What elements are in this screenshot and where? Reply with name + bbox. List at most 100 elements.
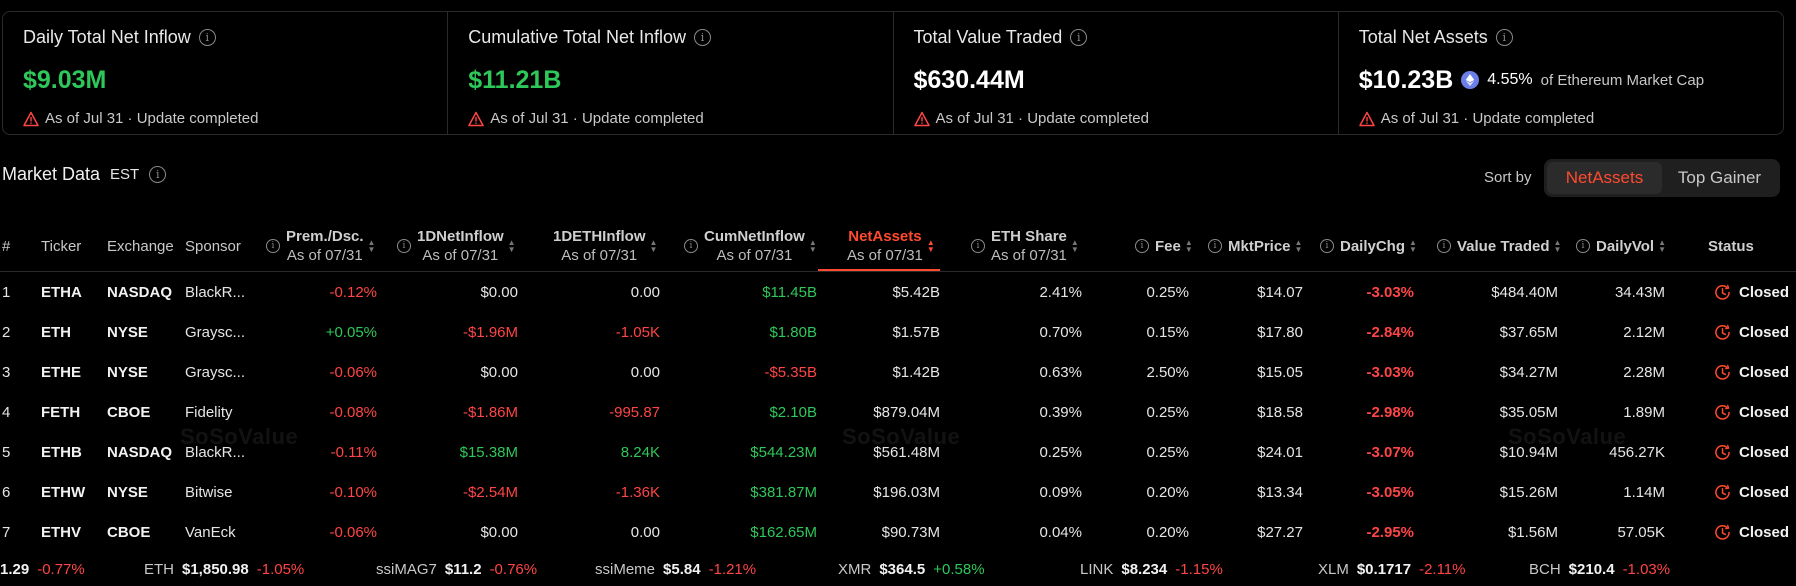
header-value-traded[interactable]: i Value Traded ▲ ▼ [1437, 222, 1561, 270]
cell-dailyvol: 456.27K [1609, 443, 1665, 461]
ticker-item[interactable]: ssiMeme $5.84 -1.21% [595, 558, 756, 580]
cell-exchange: NYSE [107, 323, 148, 341]
info-icon[interactable]: i [1495, 28, 1513, 46]
market-data-header: Market Data EST i [2, 164, 167, 185]
cell-ticker: ETHV [41, 523, 82, 541]
stat-card-daily-net-inflow: Daily Total Net Inflow i $9.03M As of Jul… [3, 12, 449, 134]
sort-arrows-icon[interactable]: ▲ ▼ [1409, 238, 1417, 254]
header-prem[interactable]: i Prem./Dsc. As of 07/31 ▲ ▼ [266, 222, 375, 270]
stat-card-total-net-assets: Total Net Assets i $10.23B 4.55% of Ether… [1339, 12, 1783, 134]
ticker-item[interactable]: BCH $210.4 -1.03% [1529, 558, 1670, 580]
cell-valuetraded: $37.65M [1499, 323, 1558, 341]
etf-table: # Ticker Exchange Sponsor i Prem./Dsc. As… [0, 222, 1796, 552]
ticker-item[interactable]: XLM $0.1717 -2.11% [1318, 558, 1466, 580]
header-ticker: Ticker [41, 237, 82, 255]
header-daily-chg[interactable]: i DailyChg ▲ ▼ [1320, 222, 1417, 270]
ticker-symbol: ETH [144, 560, 174, 578]
stat-card-total-value-traded: Total Value Traded i $630.44M As of Jul 3… [894, 12, 1339, 134]
sort-arrows-icon[interactable]: ▲ ▼ [1070, 238, 1079, 254]
cell-fee: 0.20% [1146, 483, 1189, 501]
info-icon[interactable]: i [971, 239, 985, 253]
info-icon[interactable]: i [1070, 28, 1088, 46]
ticker-change: -2.11% [1419, 560, 1466, 578]
sort-option-net-assets[interactable]: NetAssets [1547, 162, 1662, 194]
status-cell: Closed [1714, 472, 1796, 512]
cell-sponsor: BlackR... [185, 283, 246, 301]
cell-ethinflow: 0.00 [630, 283, 660, 301]
table-row[interactable]: 1 ETHA NASDAQ BlackR... -0.12% $0.00 0.00 $11.4… [0, 272, 1796, 312]
cell-mktprice: $17.80 [1257, 323, 1303, 341]
info-icon[interactable]: i [1208, 239, 1222, 253]
sort-arrows-icon[interactable]: ▲ ▼ [808, 238, 817, 254]
cell-prem: -0.08% [329, 403, 377, 421]
header-fee[interactable]: i Fee ▲ ▼ [1135, 222, 1193, 270]
info-icon[interactable]: i [1135, 239, 1149, 253]
header-eth-share[interactable]: i ETH Share As of 07/31 ▲ ▼ [971, 222, 1079, 270]
table-row[interactable]: 2 ETH NYSE Graysc... +0.05% -$1.96M -1.05K $1.8… [0, 312, 1796, 352]
status-cell: Closed [1714, 392, 1796, 432]
ticker-change: +0.58% [933, 560, 985, 578]
info-icon[interactable]: i [266, 239, 280, 253]
ticker-change: -0.77% [37, 560, 85, 578]
cell-ethinflow: 0.00 [630, 363, 660, 381]
info-icon[interactable]: i [1437, 239, 1451, 253]
table-row[interactable]: 4 FETH CBOE Fidelity -0.08% -$1.86M -995.87 $2.… [0, 392, 1796, 432]
cell-ticker: ETHB [41, 443, 82, 461]
table-row[interactable]: 3 ETHE NYSE Graysc... -0.06% $0.00 0.00 -$5.35B… [0, 352, 1796, 392]
cell-netassets: $90.73M [881, 523, 940, 541]
info-icon[interactable]: i [1576, 239, 1590, 253]
sort-arrows-icon[interactable]: ▲ ▼ [1294, 238, 1303, 254]
cell-netinflow: $0.00 [480, 283, 518, 301]
header-1d-net-inflow[interactable]: i 1DNetInflow As of 07/31 ▲ ▼ [397, 222, 516, 270]
market-data-title: Market Data [2, 164, 101, 184]
table-row[interactable]: 5 ETHB NASDAQ BlackR... -0.11% $15.38M 8.24K $5… [0, 432, 1796, 472]
ticker-item[interactable]: LINK $8.234 -1.15% [1080, 558, 1223, 580]
info-icon[interactable]: i [149, 166, 167, 183]
sort-arrows-icon[interactable]: ▲ ▼ [1658, 238, 1666, 254]
table-row[interactable]: 6 ETHW NYSE Bitwise -0.10% -$2.54M -1.36K $381.… [0, 472, 1796, 512]
cell-dailychg: -3.05% [1366, 483, 1414, 501]
header-cum-net-inflow[interactable]: i CumNetInflow As of 07/31 ▲ ▼ [684, 222, 817, 270]
ticker-item[interactable]: ssiMAG7 $11.2 -0.76% [376, 558, 537, 580]
cell-prem: -0.12% [329, 283, 377, 301]
info-icon[interactable]: i [684, 239, 698, 253]
cell-prem: -0.10% [329, 483, 377, 501]
info-icon[interactable]: i [198, 28, 216, 46]
sort-arrows-icon[interactable]: ▲ ▼ [649, 238, 658, 254]
cell-dailyvol: 57.05K [1617, 523, 1665, 541]
cell-valuetraded: $35.05M [1499, 403, 1558, 421]
sort-arrows-icon[interactable]: ▲ ▼ [507, 238, 516, 254]
sort-toggle: NetAssets Top Gainer [1544, 159, 1780, 197]
header-mkt-price[interactable]: i MktPrice ▲ ▼ [1208, 222, 1302, 270]
info-icon[interactable]: i [397, 239, 411, 253]
cell-ticker: ETHA [41, 283, 82, 301]
ticker-item[interactable]: ETH $1,850.98 -1.05% [144, 558, 304, 580]
header-status: Status [1708, 237, 1754, 255]
info-icon[interactable]: i [694, 28, 712, 46]
header-daily-vol[interactable]: i DailyVol ▲ ▼ [1576, 222, 1666, 270]
ticker-price: $210.4 [1568, 560, 1615, 578]
ticker-symbol: XMR [838, 560, 872, 578]
info-icon[interactable]: i [1320, 239, 1334, 253]
cell-valuetraded: $10.94M [1499, 443, 1558, 461]
cell-num: 6 [2, 483, 11, 501]
ticker-item[interactable]: XMR $364.5 +0.58% [838, 558, 985, 580]
table-row[interactable]: 7 ETHV CBOE VanEck -0.06% $0.00 0.00 $162.65M $9… [0, 512, 1796, 552]
cell-ticker: ETH [41, 323, 71, 341]
table-header: # Ticker Exchange Sponsor i Prem./Dsc. As… [0, 222, 1796, 272]
card-note: As of Jul 31 · Update completed [45, 110, 259, 127]
ticker-item[interactable]: 1.29 -0.77% [0, 558, 85, 580]
header-net-assets[interactable]: NetAssets As of 07/31 ▲ ▼ [847, 228, 935, 264]
sort-option-top-gainer[interactable]: Top Gainer [1677, 168, 1762, 187]
cell-netinflow: -$2.54M [462, 483, 518, 501]
sort-arrows-icon[interactable]: ▲ ▼ [1184, 238, 1193, 254]
card-note: As of Jul 31 · Update completed [935, 110, 1149, 127]
cell-mktprice: $14.07 [1257, 283, 1303, 301]
sort-arrows-icon[interactable]: ▲ ▼ [1553, 238, 1562, 254]
card-value: $11.21B [468, 65, 562, 94]
sort-arrows-icon[interactable]: ▲ ▼ [367, 238, 376, 254]
sort-arrows-icon[interactable]: ▲ ▼ [926, 238, 935, 254]
header-1d-eth-inflow[interactable]: 1DETHInflow As of 07/31 ▲ ▼ [553, 228, 658, 264]
cell-netassets: $1.57B [892, 323, 940, 341]
status-label: Closed [1739, 283, 1790, 301]
